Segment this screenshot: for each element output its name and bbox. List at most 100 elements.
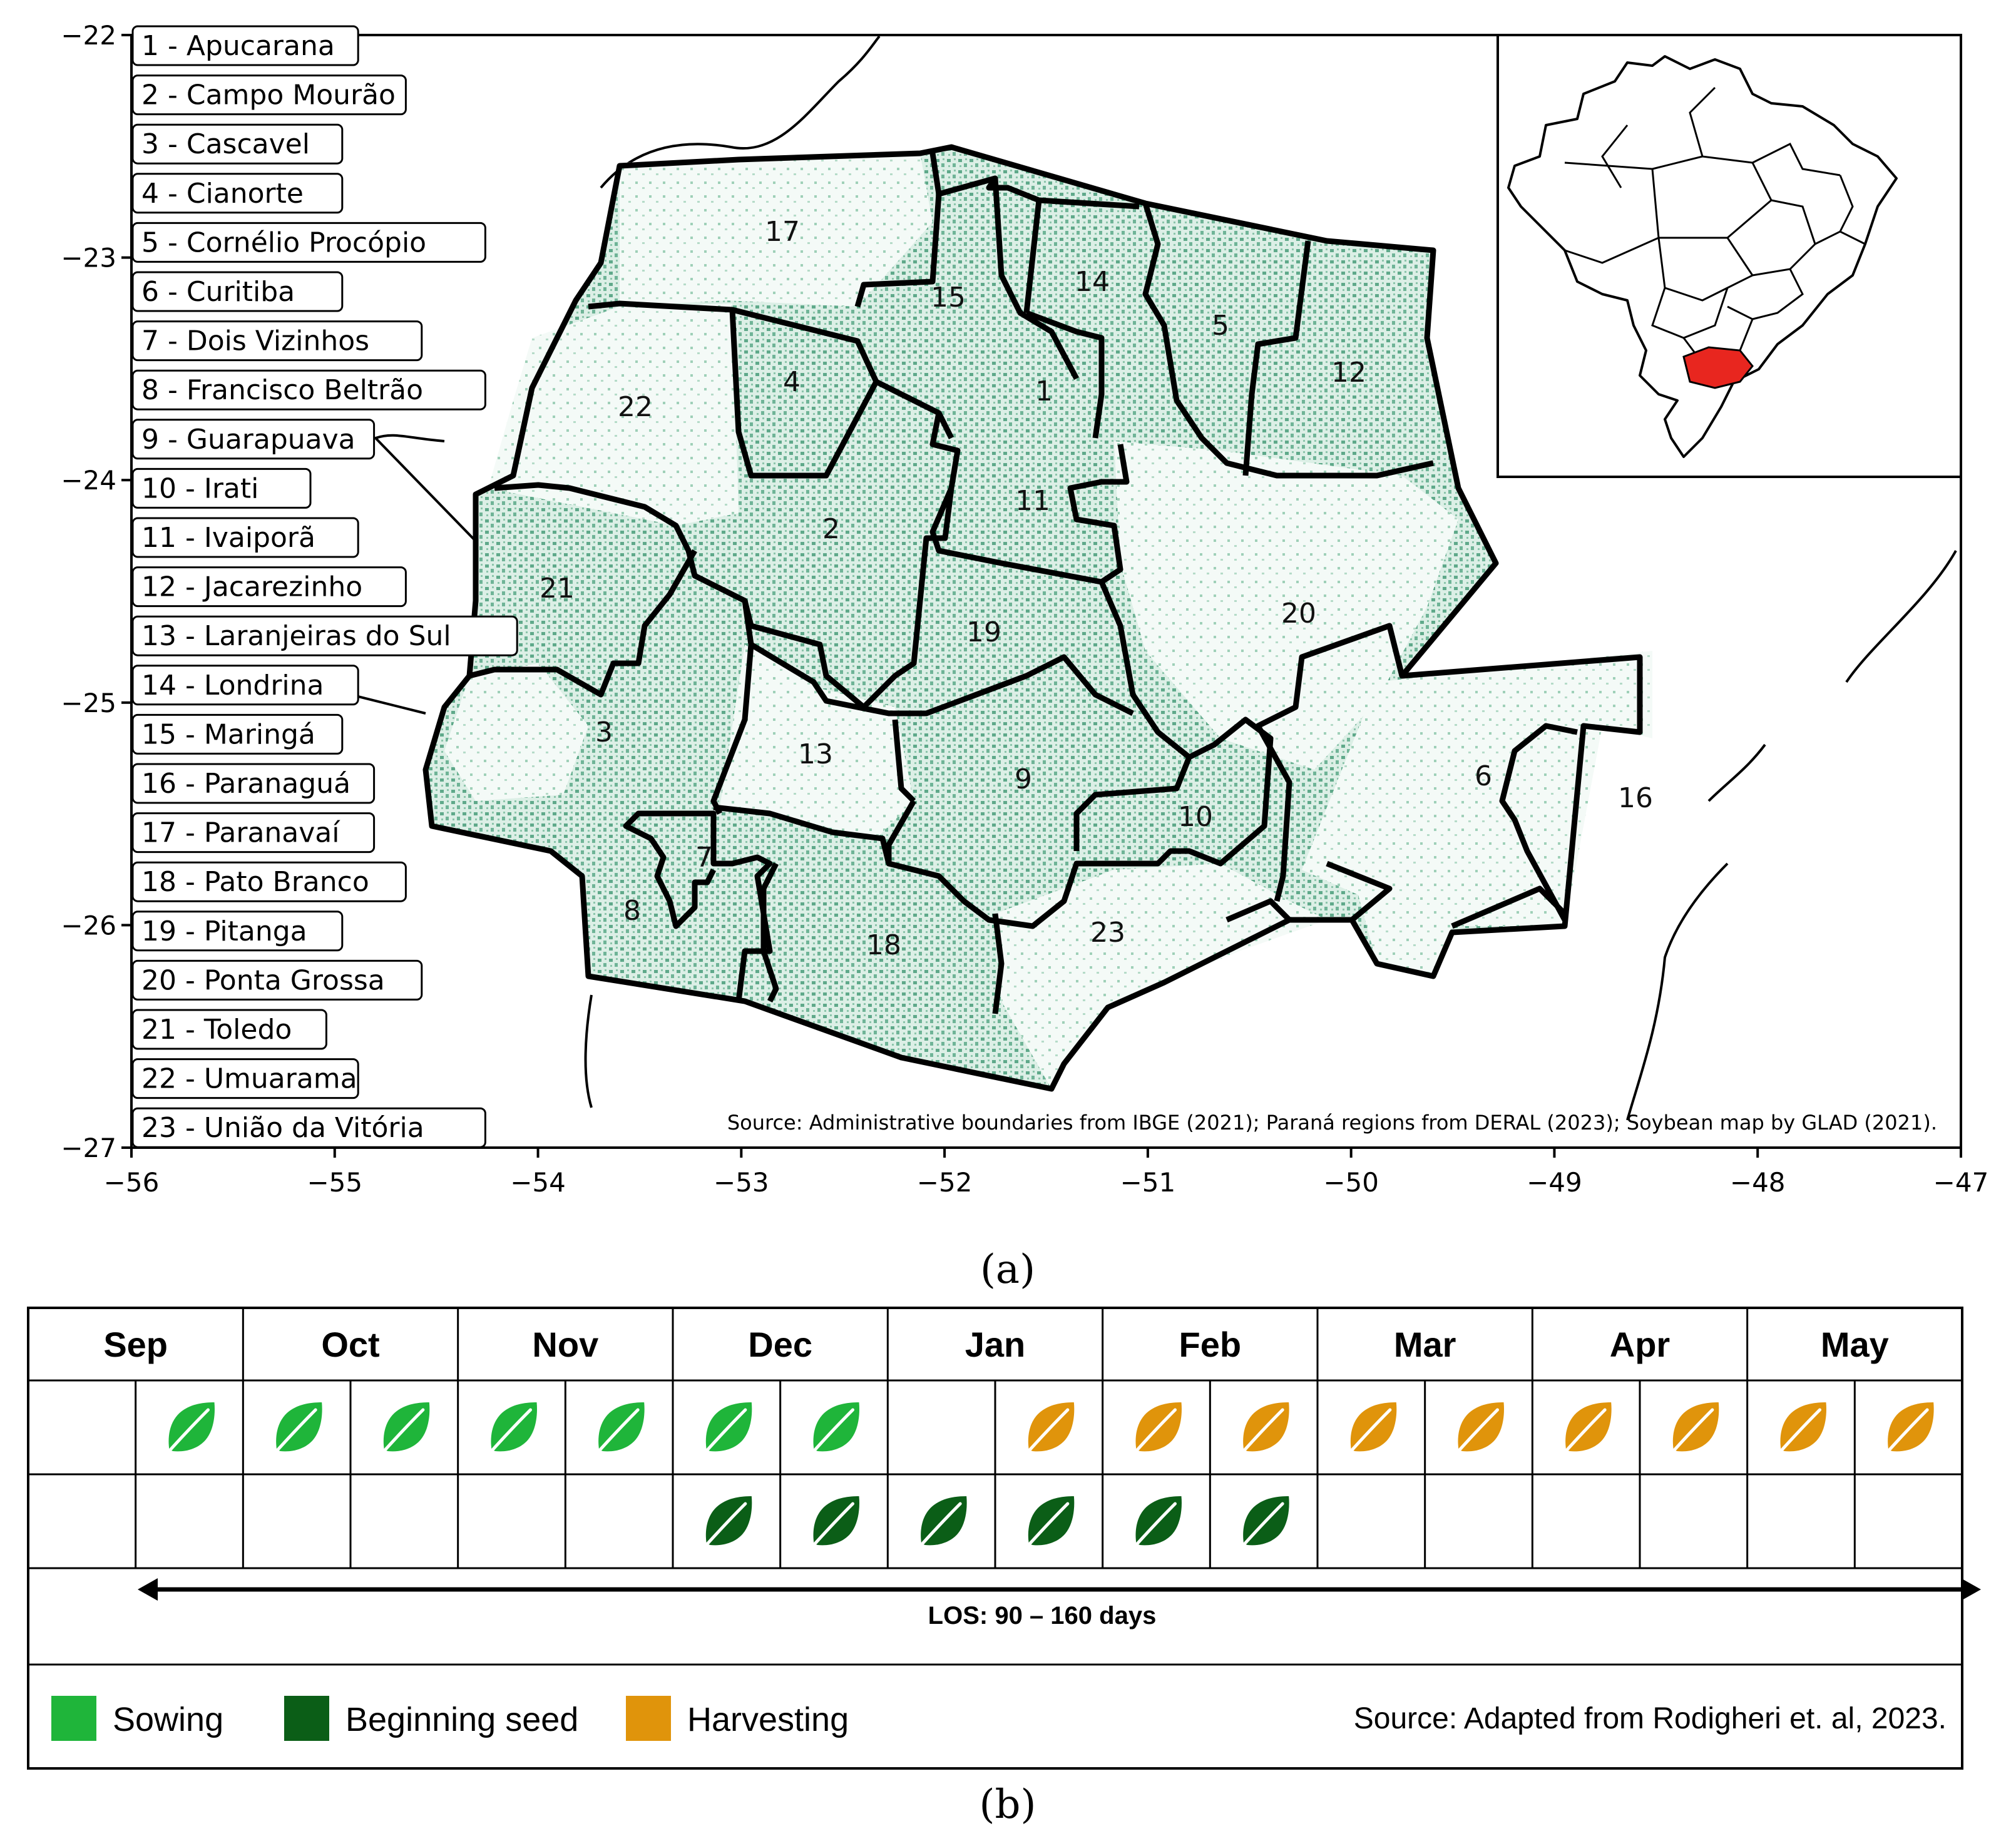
legend-swatch — [51, 1696, 96, 1741]
x-tick-label: −47 — [1933, 1167, 1989, 1198]
region-number: 8 — [623, 895, 641, 927]
region-legend-item: 4 - Cianorte — [131, 173, 344, 214]
x-tick-label: −48 — [1730, 1167, 1786, 1198]
legend-label: Sowing — [113, 1701, 223, 1738]
leaf-icon — [917, 1496, 967, 1549]
legend-box — [131, 910, 344, 952]
legend-box — [131, 566, 407, 608]
legend-box — [131, 25, 359, 66]
y-tick-label: −26 — [61, 910, 116, 941]
region-legend-label: 5 - Cornélio Procópio — [141, 227, 426, 258]
leaf-icon — [1347, 1402, 1397, 1456]
leaf-icon — [380, 1402, 430, 1456]
leaf-icon — [1669, 1402, 1719, 1456]
region-number: 16 — [1618, 782, 1653, 814]
region-legend-label: 7 - Dois Vizinhos — [141, 325, 369, 357]
legend-item-harvesting: Harvesting — [626, 1696, 849, 1741]
region-legend-label: 14 - Londrina — [141, 670, 324, 701]
region-legend-item: 19 - Pitanga — [131, 910, 344, 952]
region-legend-label: 3 - Cascavel — [141, 128, 310, 160]
los-label: LOS: 90 – 160 days — [928, 1602, 1157, 1629]
region-number: 17 — [765, 216, 800, 248]
month-header: Apr — [1610, 1325, 1670, 1364]
region-legend-item: 14 - Londrina — [131, 665, 359, 706]
calendar-month-header: Sep Oct Nov Dec Jan Feb Mar Apr May — [103, 1325, 1888, 1364]
region-number: 9 — [1015, 763, 1032, 795]
x-tick-label: −55 — [307, 1167, 362, 1198]
map-panel: 1 2 3 4 5 6 7 8 9 10 11 12 13 14 15 16 1… — [61, 20, 1988, 1293]
region-number: 20 — [1281, 598, 1316, 630]
region-number: 22 — [618, 391, 653, 423]
leaf-icon — [1239, 1402, 1289, 1456]
panel-caption-b: (b) — [980, 1782, 1036, 1828]
region-legend-item: 15 - Maringá — [131, 713, 344, 755]
leaf-icon — [165, 1402, 215, 1456]
y-tick-label: −23 — [61, 243, 116, 273]
leaf-icon — [702, 1402, 752, 1456]
region-number-labels: 1 2 3 4 5 6 7 8 9 10 11 12 13 14 15 16 1… — [540, 216, 1653, 961]
region-number: 5 — [1212, 310, 1229, 342]
brazil-inset-map — [1497, 34, 1962, 478]
legend-box — [131, 1058, 359, 1099]
x-axis: −56 −55 −54 −53 −52 −51 −50 −49 −48 −47 — [104, 1148, 1989, 1198]
region-legend-label: 22 - Umuarama — [141, 1063, 357, 1095]
los-arrow — [138, 1578, 1981, 1601]
month-header: Jan — [965, 1325, 1026, 1364]
region-number: 21 — [540, 573, 575, 604]
region-number: 3 — [595, 717, 613, 748]
leaf-icon — [1132, 1496, 1182, 1549]
region-legend-item: 8 - Francisco Beltrão — [131, 369, 486, 411]
legend-label: Beginning seed — [345, 1701, 578, 1738]
region-legend-item: 20 - Ponta Grossa — [131, 959, 423, 1001]
region-legend-item: 1 - Apucarana — [131, 25, 359, 66]
legend-box — [131, 320, 423, 362]
region-number: 18 — [866, 929, 901, 961]
region-number: 6 — [1475, 760, 1492, 792]
region-legend-item: 11 - Ivaiporã — [131, 517, 359, 558]
region-legend-item: 13 - Laranjeiras do Sul — [131, 615, 518, 656]
region-legend-label: 12 - Jacarezinho — [141, 571, 362, 603]
legend-box — [131, 1107, 486, 1148]
leaf-icon — [488, 1402, 537, 1456]
month-header: Feb — [1179, 1325, 1242, 1364]
legend-label: Harvesting — [687, 1701, 849, 1738]
region-legend-item: 6 - Curitiba — [131, 271, 344, 312]
region-legend-item: 2 - Campo Mourão — [131, 74, 407, 116]
legend-box — [131, 861, 407, 902]
calendar-grid — [28, 1308, 1962, 1666]
region-number: 2 — [822, 513, 840, 545]
brazil-states — [1564, 86, 1866, 364]
stage-legend: Sowing Beginning seed Harvesting — [51, 1696, 849, 1741]
region-legend-item: 18 - Pato Branco — [131, 861, 407, 902]
region-legend-item: 9 - Guarapuava — [131, 419, 376, 460]
leaf-icon — [810, 1496, 859, 1549]
calendar-stage-icons — [165, 1402, 1934, 1549]
y-tick-label: −22 — [61, 20, 116, 51]
legend-swatch — [284, 1696, 329, 1741]
legend-box — [131, 812, 376, 854]
x-tick-label: −51 — [1120, 1167, 1176, 1198]
crop-calendar-panel: Sep Oct Nov Dec Jan Feb Mar Apr May LOS: 90 – 16… — [27, 1307, 1981, 1828]
legend-box — [131, 763, 376, 804]
y-tick-label: −27 — [61, 1133, 116, 1163]
region-legend-item: 12 - Jacarezinho — [131, 566, 407, 608]
region-light-3 — [444, 663, 588, 801]
legend-item-sowing: Sowing — [51, 1696, 223, 1741]
month-header: Oct — [321, 1325, 379, 1364]
region-number: 12 — [1331, 357, 1366, 389]
legend-box — [131, 467, 312, 509]
region-legend-label: 13 - Laranjeiras do Sul — [141, 620, 451, 652]
region-legend-label: 19 - Pitanga — [141, 915, 307, 947]
region-legend: 1 - Apucarana 2 - Campo Mourão 3 - Cascave… — [131, 25, 518, 1148]
month-header: Dec — [748, 1325, 812, 1364]
legend-box — [131, 369, 486, 411]
leaf-icon — [1025, 1496, 1075, 1549]
brazil-outline — [1507, 55, 1898, 458]
region-number: 14 — [1075, 266, 1110, 298]
legend-box — [131, 517, 359, 558]
region-legend-item: 10 - Irati — [131, 467, 312, 509]
region-legend-label: 6 - Curitiba — [141, 276, 295, 308]
leaf-icon — [810, 1402, 859, 1456]
leaf-icon — [1239, 1496, 1289, 1549]
